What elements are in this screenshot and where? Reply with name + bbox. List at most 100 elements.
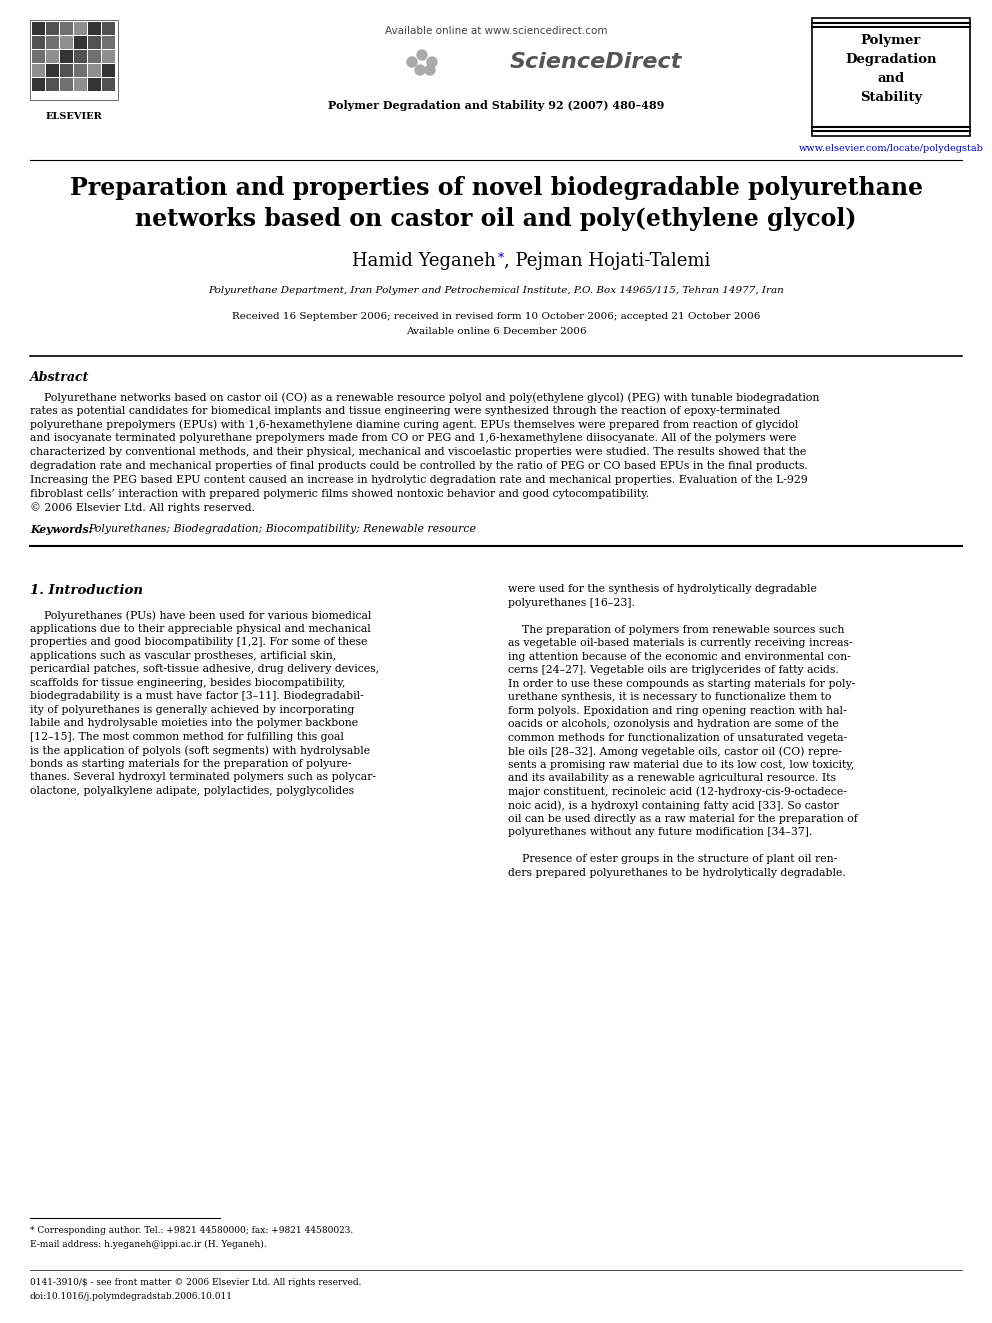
Text: as vegetable oil-based materials is currently receiving increas-: as vegetable oil-based materials is curr… [508,638,853,648]
Text: © 2006 Elsevier Ltd. All rights reserved.: © 2006 Elsevier Ltd. All rights reserved… [30,503,255,513]
Text: Keywords:: Keywords: [30,524,96,536]
Text: Polyurethane networks based on castor oil (CO) as a renewable resource polyol an: Polyurethane networks based on castor oi… [30,392,819,402]
Text: olactone, polyalkylene adipate, polylactides, polyglycolides: olactone, polyalkylene adipate, polylact… [30,786,354,795]
Text: ScienceDirect: ScienceDirect [510,52,682,71]
Circle shape [415,65,425,75]
Text: Polymer Degradation and Stability 92 (2007) 480–489: Polymer Degradation and Stability 92 (20… [327,101,665,111]
Text: were used for the synthesis of hydrolytically degradable: were used for the synthesis of hydrolyti… [508,585,816,594]
Bar [102,50,115,64]
Text: applications due to their appreciable physical and mechanical: applications due to their appreciable ph… [30,623,371,634]
Bar [74,36,87,49]
Bar [46,78,59,91]
Text: ble oils [28–32]. Among vegetable oils, castor oil (CO) repre-: ble oils [28–32]. Among vegetable oils, … [508,746,842,757]
Bar [32,64,45,77]
Text: polyurethanes [16–23].: polyurethanes [16–23]. [508,598,635,607]
Text: scaffolds for tissue engineering, besides biocompatibility,: scaffolds for tissue engineering, beside… [30,677,345,688]
Text: Polyurethanes; Biodegradation; Biocompatibility; Renewable resource: Polyurethanes; Biodegradation; Biocompat… [88,524,476,534]
Bar [46,64,59,77]
Text: [12–15]. The most common method for fulfilling this goal: [12–15]. The most common method for fulf… [30,732,344,742]
Bar [102,64,115,77]
Bar [88,22,101,34]
Text: 0141-3910/$ - see front matter © 2006 Elsevier Ltd. All rights reserved.: 0141-3910/$ - see front matter © 2006 El… [30,1278,361,1287]
Circle shape [407,57,417,67]
Bar [102,22,115,34]
Bar [46,50,59,64]
Text: Increasing the PEG based EPU content caused an increase in hydrolytic degradatio: Increasing the PEG based EPU content cau… [30,475,807,484]
Text: Preparation and properties of novel biodegradable polyurethane: Preparation and properties of novel biod… [69,176,923,200]
Text: bonds as starting materials for the preparation of polyure-: bonds as starting materials for the prep… [30,758,351,769]
Text: noic acid), is a hydroxyl containing fatty acid [33]. So castor: noic acid), is a hydroxyl containing fat… [508,800,838,811]
Text: biodegradability is a must have factor [3–11]. Biodegradabil-: biodegradability is a must have factor [… [30,691,364,701]
Text: Abstract: Abstract [30,370,89,384]
Circle shape [427,57,437,67]
Text: and its availability as a renewable agricultural resource. Its: and its availability as a renewable agri… [508,773,836,783]
Text: networks based on castor oil and poly(ethylene glycol): networks based on castor oil and poly(et… [135,206,857,232]
Text: rates as potential candidates for biomedical implants and tissue engineering wer: rates as potential candidates for biomed… [30,406,781,415]
Text: polyurethane prepolymers (EPUs) with 1,6-hexamethylene diamine curing agent. EPU: polyurethane prepolymers (EPUs) with 1,6… [30,419,799,430]
Text: oacids or alcohols, ozonolysis and hydration are some of the: oacids or alcohols, ozonolysis and hydra… [508,720,839,729]
Bar [102,36,115,49]
Text: characterized by conventional methods, and their physical, mechanical and viscoe: characterized by conventional methods, a… [30,447,806,458]
Text: E-mail address: h.yeganeh@ippi.ac.ir (H. Yeganeh).: E-mail address: h.yeganeh@ippi.ac.ir (H.… [30,1240,267,1249]
Bar [88,78,101,91]
Bar [74,50,87,64]
Text: common methods for functionalization of unsaturated vegeta-: common methods for functionalization of … [508,733,847,742]
Bar [74,64,87,77]
Bar [32,50,45,64]
Bar [60,22,73,34]
Text: applications such as vascular prostheses, artificial skin,: applications such as vascular prostheses… [30,651,336,660]
Bar [60,36,73,49]
Bar [60,78,73,91]
Text: oil can be used directly as a raw material for the preparation of: oil can be used directly as a raw materi… [508,814,858,824]
Bar [60,50,73,64]
Bar [812,19,970,136]
Bar [32,22,45,34]
Text: ders prepared polyurethanes to be hydrolytically degradable.: ders prepared polyurethanes to be hydrol… [508,868,846,877]
Text: *: * [498,251,504,265]
Text: Received 16 September 2006; received in revised form 10 October 2006; accepted 2: Received 16 September 2006; received in … [232,312,760,321]
Text: Presence of ester groups in the structure of plant oil ren-: Presence of ester groups in the structur… [508,855,837,864]
Bar [46,22,59,34]
Text: Hamid Yeganeh: Hamid Yeganeh [352,251,496,270]
Text: * Corresponding author. Tel.: +9821 44580000; fax: +9821 44580023.: * Corresponding author. Tel.: +9821 4458… [30,1226,353,1234]
Bar [88,50,101,64]
Text: cerns [24–27]. Vegetable oils are triglycerides of fatty acids.: cerns [24–27]. Vegetable oils are trigly… [508,665,839,675]
Text: fibroblast cells’ interaction with prepared polymeric films showed nontoxic beha: fibroblast cells’ interaction with prepa… [30,488,649,499]
Text: pericardial patches, soft-tissue adhesive, drug delivery devices,: pericardial patches, soft-tissue adhesiv… [30,664,379,675]
Text: Polyurethanes (PUs) have been used for various biomedical: Polyurethanes (PUs) have been used for v… [30,610,371,620]
Bar [88,36,101,49]
Circle shape [417,50,427,60]
Circle shape [425,65,435,75]
Text: form polyols. Epoxidation and ring opening reaction with hal-: form polyols. Epoxidation and ring openi… [508,705,846,716]
Text: ity of polyurethanes is generally achieved by incorporating: ity of polyurethanes is generally achiev… [30,705,354,714]
Text: major constituent, recinoleic acid (12-hydroxy-cis-9-octadece-: major constituent, recinoleic acid (12-h… [508,787,847,798]
Text: , Pejman Hojati-Talemi: , Pejman Hojati-Talemi [504,251,710,270]
Text: ELSEVIER: ELSEVIER [46,112,102,120]
Text: degradation rate and mechanical properties of final products could be controlled: degradation rate and mechanical properti… [30,460,807,471]
Text: www.elsevier.com/locate/polydegstab: www.elsevier.com/locate/polydegstab [799,144,983,153]
Text: labile and hydrolysable moieties into the polymer backbone: labile and hydrolysable moieties into th… [30,718,358,728]
Text: Available online at www.sciencedirect.com: Available online at www.sciencedirect.co… [385,26,607,36]
Text: polyurethanes without any future modification [34–37].: polyurethanes without any future modific… [508,827,812,837]
Bar [74,22,87,34]
Text: thanes. Several hydroxyl terminated polymers such as polycar-: thanes. Several hydroxyl terminated poly… [30,773,376,782]
Text: properties and good biocompatibility [1,2]. For some of these: properties and good biocompatibility [1,… [30,638,367,647]
Bar [32,78,45,91]
Text: In order to use these compounds as starting materials for poly-: In order to use these compounds as start… [508,679,855,689]
Text: The preparation of polymers from renewable sources such: The preparation of polymers from renewab… [508,624,844,635]
Text: doi:10.1016/j.polymdegradstab.2006.10.011: doi:10.1016/j.polymdegradstab.2006.10.01… [30,1293,233,1301]
Bar [46,36,59,49]
Text: is the application of polyols (soft segments) with hydrolysable: is the application of polyols (soft segm… [30,745,370,755]
Bar [60,64,73,77]
Text: Polymer
Degradation
and
Stability: Polymer Degradation and Stability [845,34,936,105]
Bar [88,64,101,77]
Text: Polyurethane Department, Iran Polymer and Petrochemical Institute, P.O. Box 1496: Polyurethane Department, Iran Polymer an… [208,286,784,295]
Text: urethane synthesis, it is necessary to functionalize them to: urethane synthesis, it is necessary to f… [508,692,831,703]
Text: 1. Introduction: 1. Introduction [30,585,143,597]
Bar [102,78,115,91]
Text: and isocyanate terminated polyurethane prepolymers made from CO or PEG and 1,6-h: and isocyanate terminated polyurethane p… [30,434,797,443]
Bar [30,20,118,101]
Text: ing attention because of the economic and environmental con-: ing attention because of the economic an… [508,652,851,662]
Bar [74,78,87,91]
Text: sents a promising raw material due to its low cost, low toxicity,: sents a promising raw material due to it… [508,759,854,770]
